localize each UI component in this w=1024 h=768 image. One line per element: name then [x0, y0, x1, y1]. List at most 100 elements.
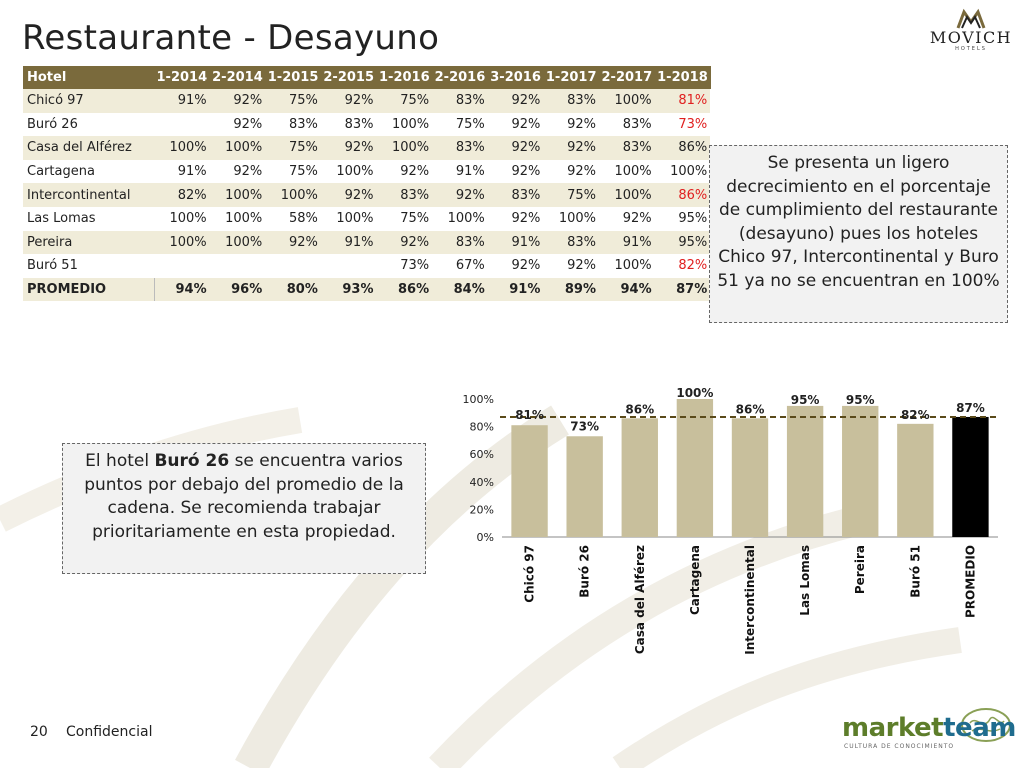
table-cell-value: 83% — [320, 112, 377, 137]
page-number: 20 — [30, 724, 48, 740]
table-header-period: 2-2016 — [432, 66, 489, 89]
table-cell-value: 83% — [265, 112, 321, 137]
bar — [511, 425, 548, 537]
table-cell-value: 92% — [487, 89, 544, 113]
y-tick-label: 40% — [470, 476, 494, 489]
table-header-row: Hotel 1-2014 2-2014 1-2015 2-2015 1-2016 2-201… — [23, 66, 711, 89]
table-cell-value: 92% — [209, 112, 266, 137]
table-cell-value: 91% — [432, 159, 488, 184]
data-label: 73% — [570, 419, 599, 433]
table-cell-value: 100% — [209, 136, 266, 160]
table-cell-value: 73% — [654, 112, 711, 137]
table-row: Cartagena 91% 92% 75% 100% 92% 91% 92% 92% 100% 10… — [23, 159, 711, 184]
data-label: 82% — [901, 408, 930, 422]
table-cell-value: 75% — [376, 89, 433, 113]
x-tick-label: Pereira — [853, 545, 867, 594]
table-cell-value: 92% — [487, 136, 544, 160]
marketteam-logo: marketteam CULTURA DE CONOCIMIENTO — [838, 705, 1018, 760]
table-cell-value: 91% — [154, 159, 210, 184]
table-cell-hotel: Buró 26 — [23, 112, 154, 137]
x-tick-label: PROMEDIO — [963, 545, 977, 618]
compliance-table: Hotel 1-2014 2-2014 1-2015 2-2015 1-2016 2-201… — [23, 66, 711, 302]
note-left: El hotel Buró 26 se encuentra varios pun… — [62, 443, 426, 574]
table-cell-value: 75% — [376, 206, 433, 231]
table-cell-value: 92% — [265, 230, 321, 255]
table-cell-value: 100% — [599, 89, 655, 113]
table-cell-hotel: Casa del Alférez — [23, 136, 154, 160]
table-cell-average: 96% — [209, 277, 266, 302]
bar — [621, 418, 658, 537]
y-tick-label: 60% — [470, 448, 494, 461]
x-tick-label: Buró 51 — [908, 545, 922, 598]
table-cell-value: 83% — [487, 183, 544, 207]
table-cell-value: 92% — [543, 112, 599, 137]
table-cell-value: 86% — [654, 183, 711, 207]
table-cell-hotel: PROMEDIO — [23, 277, 154, 302]
table-row: Chicó 97 91% 92% 75% 92% 75% 83% 92% 83% 100% 81% — [23, 89, 711, 113]
table-row: Pereira 100% 100% 92% 91% 92% 83% 91% 83% 91% 95% — [23, 230, 711, 255]
table-cell-value: 92% — [209, 89, 266, 113]
marketteam-part1: market — [842, 713, 944, 743]
table-cell-value: 100% — [599, 159, 655, 184]
table-row: Buró 26 92% 83% 83% 100% 75% 92% 92% 83% 73% — [23, 112, 711, 137]
table-cell-value: 92% — [487, 112, 544, 137]
data-label: 86% — [736, 402, 765, 416]
table-cell-value: 75% — [265, 89, 321, 113]
table-cell-hotel: Buró 51 — [23, 254, 154, 278]
brain-icon — [961, 708, 1011, 742]
table-cell-value: 100% — [320, 159, 377, 184]
table-cell-value: 67% — [432, 254, 488, 278]
table-cell-value: 92% — [320, 136, 377, 160]
table-cell-value — [265, 254, 321, 278]
table-cell-value: 83% — [543, 89, 599, 113]
y-tick-label: 80% — [470, 421, 494, 434]
table-cell-value: 92% — [376, 230, 433, 255]
table-cell-value: 92% — [432, 183, 488, 207]
movich-sub: HOTELS — [955, 46, 987, 52]
y-tick-label: 20% — [470, 503, 494, 516]
table-body: Chicó 97 91% 92% 75% 92% 75% 83% 92% 83% 100% 81% B… — [23, 89, 711, 302]
table-header-hotel: Hotel — [23, 66, 155, 89]
table-cell-value: 92% — [543, 159, 599, 184]
table-header-period: 1-2018 — [654, 66, 711, 89]
table-cell-hotel: Chicó 97 — [23, 89, 154, 113]
note-left-bold: Buró 26 — [154, 451, 230, 471]
movich-brand: MOVICH — [929, 28, 1013, 47]
table-cell-value: 82% — [654, 254, 711, 278]
table-header-period: 1-2015 — [265, 66, 322, 89]
table-cell-value: 75% — [265, 159, 321, 184]
x-tick-label: Intercontinental — [743, 545, 757, 655]
table-cell-value — [209, 254, 266, 278]
table-cell-value: 92% — [543, 136, 599, 160]
table-cell-value: 92% — [487, 206, 544, 231]
data-label: 95% — [846, 393, 875, 407]
table-cell-value: 86% — [654, 136, 711, 160]
table-row: Casa del Alférez 100% 100% 75% 92% 100% 83% 92%… — [23, 136, 711, 160]
table-cell-average: 80% — [265, 277, 321, 302]
table-cell-value: 83% — [543, 230, 599, 255]
footer-confidential: Confidencial — [66, 724, 153, 740]
bar — [566, 436, 603, 537]
bar — [842, 405, 879, 537]
table-cell-value: 91% — [320, 230, 377, 255]
table-cell-value: 100% — [209, 206, 266, 231]
table-cell-value: 82% — [154, 183, 210, 207]
x-tick-label: Casa del Alférez — [633, 545, 647, 654]
table-cell-value — [154, 254, 210, 278]
y-tick-label: 100% — [463, 393, 494, 406]
data-label: 100% — [676, 386, 713, 400]
table-cell-value: 100% — [209, 230, 266, 255]
table-cell-value: 92% — [320, 183, 377, 207]
note-left-post: se encuentra varios puntos por debajo de… — [84, 451, 404, 542]
marketteam-name: marketteam — [842, 713, 1016, 743]
table-cell-value: 92% — [487, 159, 544, 184]
table-cell-value: 75% — [265, 136, 321, 160]
table-cell-value: 100% — [543, 206, 599, 231]
movich-m-icon — [956, 8, 986, 29]
table-cell-value: 100% — [320, 206, 377, 231]
data-label: 95% — [791, 393, 820, 407]
table-header-period: 1-2014 — [154, 66, 211, 89]
table-cell-value: 58% — [265, 206, 321, 231]
table-cell-value: 100% — [154, 206, 210, 231]
table-cell-value: 100% — [376, 112, 433, 137]
